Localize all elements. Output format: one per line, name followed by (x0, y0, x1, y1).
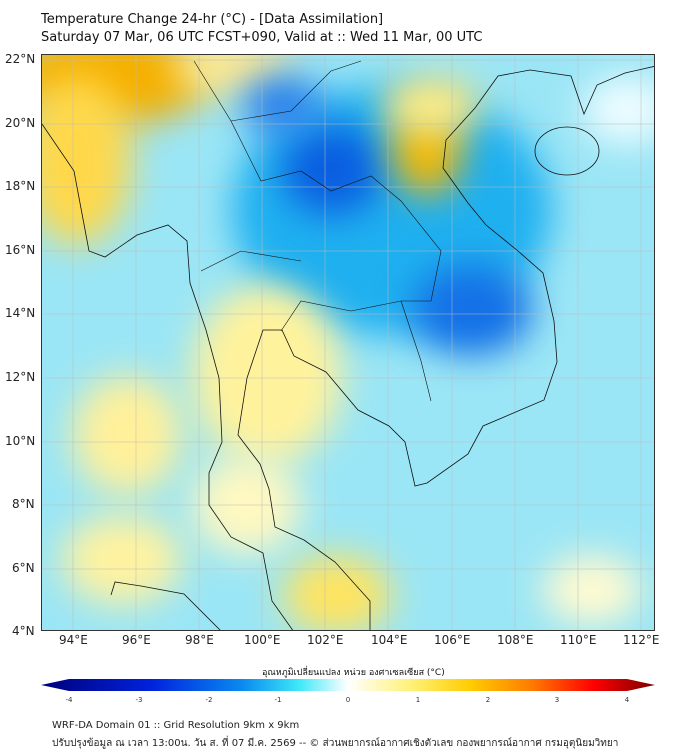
footer-line1: WRF-DA Domain 01 :: Grid Resolution 9km … (52, 720, 300, 731)
coastline-west (42, 123, 294, 630)
colorbar-tick: 1 (415, 696, 421, 704)
map-subtitle: Saturday 07 Mar, 06 UTC FCST+090, Valid … (41, 30, 483, 45)
lat-label: 14°N (5, 306, 36, 320)
colorbar-tick: -2 (205, 696, 213, 704)
lat-label: 6°N (12, 561, 35, 575)
colorbar (41, 679, 655, 691)
lat-label: 4°N (12, 624, 35, 638)
gridlines (42, 55, 654, 630)
lat-label: 20°N (5, 116, 36, 130)
lon-label: 98°E (185, 633, 214, 647)
lat-label: 10°N (5, 434, 36, 448)
lat-label: 18°N (5, 179, 36, 193)
lon-label: 96°E (122, 633, 151, 647)
lon-label: 94°E (59, 633, 88, 647)
lat-label: 16°N (5, 243, 36, 257)
lon-label: 108°E (497, 633, 534, 647)
colorbar-tick: 4 (624, 696, 630, 704)
lat-label: 22°N (5, 52, 36, 66)
colorbar-label: อุณหภูมิเปลี่ยนแปลง หน่วย องศาเซลเซียส (… (262, 668, 445, 678)
lon-label: 104°E (371, 633, 408, 647)
map-title: Temperature Change 24-hr (°C) - [Data As… (41, 12, 384, 27)
sumatra-coast (110, 581, 221, 630)
temperature-change-map (41, 54, 655, 631)
colorbar-tick: 2 (485, 696, 491, 704)
colorbar-tick: 0 (345, 696, 351, 704)
lat-label: 12°N (5, 370, 36, 384)
colorbar-tick: -4 (65, 696, 73, 704)
lat-label: 8°N (12, 497, 35, 511)
lon-label: 110°E (560, 633, 597, 647)
hainan-island (534, 126, 600, 176)
lon-label: 100°E (244, 633, 281, 647)
colorbar-tick: -3 (135, 696, 143, 704)
lon-label: 106°E (434, 633, 471, 647)
lon-label: 112°E (623, 633, 660, 647)
colorbar-tick: 3 (554, 696, 560, 704)
lon-label: 102°E (307, 633, 344, 647)
footer-line2: ปรับปรุงข้อมูล ณ เวลา 13:00น. วัน ส. ที่… (52, 738, 619, 749)
coastline-overlay (42, 55, 654, 630)
coastline-gulf (237, 66, 654, 630)
colorbar-tick: -1 (274, 696, 282, 704)
country-borders (193, 60, 442, 402)
